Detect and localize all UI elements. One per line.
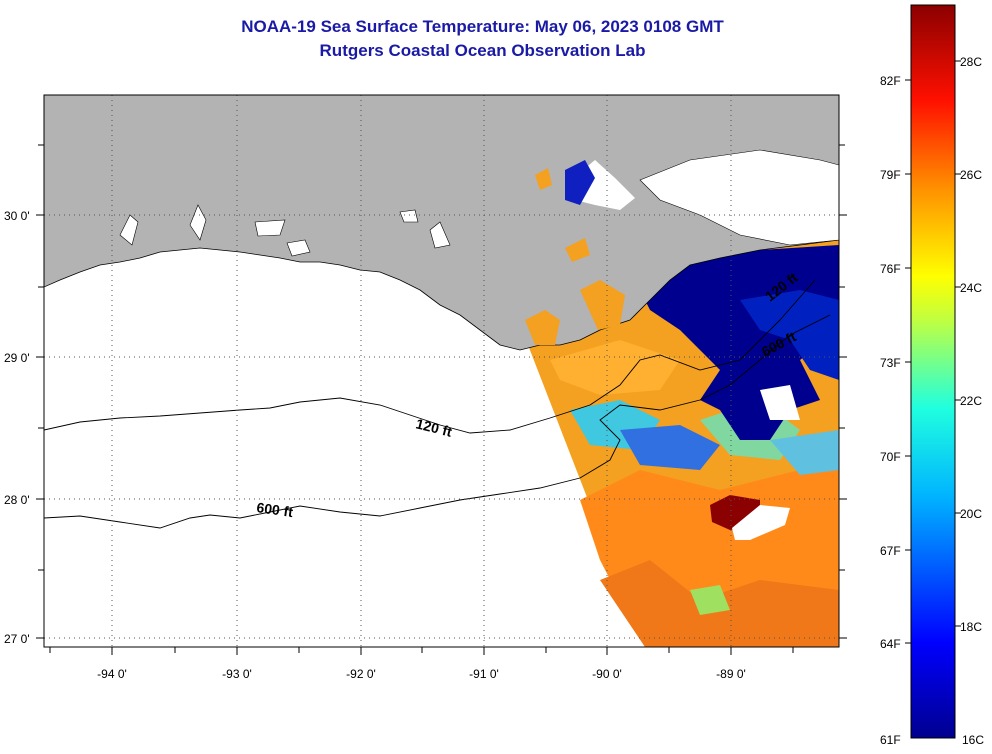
colorbar: [910, 4, 956, 739]
gridlines: [44, 95, 839, 647]
colorbar-c-label: 18C: [960, 620, 982, 634]
cool-water-region: [690, 585, 730, 615]
cool-water-region: [770, 430, 839, 475]
lat-label: 30 0': [4, 209, 30, 223]
lake: [119, 214, 139, 246]
lake: [189, 204, 207, 241]
isobath-120ft: [44, 279, 816, 434]
warm-water-region: [550, 340, 680, 395]
cloud-region: [639, 149, 839, 246]
colorbar-f-label: 67F: [880, 544, 901, 558]
cloud-region: [760, 385, 800, 420]
cool-water-region: [620, 425, 720, 470]
land-mass: [44, 95, 839, 351]
map-subtitle: Rutgers Coastal Ocean Observation Lab: [319, 41, 646, 60]
bay-sst: [535, 168, 552, 190]
lon-label: -93 0': [222, 667, 252, 681]
lat-label: 29 0': [4, 351, 30, 365]
lat-label: 28 0': [4, 493, 30, 507]
colorbar-c-label: 20C: [960, 507, 982, 521]
lon-label: -91 0': [469, 667, 499, 681]
lake: [286, 239, 311, 257]
lake: [429, 221, 451, 249]
map-frame: [43, 94, 840, 648]
isobath-label: 600 ft: [256, 499, 295, 520]
axis-ticks: [36, 144, 847, 655]
cloud-region: [732, 505, 790, 540]
colorbar-c-label: 26C: [960, 168, 982, 182]
colorbar-f-label: 76F: [880, 262, 901, 276]
lake: [399, 209, 419, 223]
bay-sst: [525, 310, 560, 345]
colorbar-f-label: 73F: [880, 356, 901, 370]
colorbar-c-label: 22C: [960, 394, 982, 408]
colorbar-f-label: 82F: [880, 74, 901, 88]
lat-label: 27 0': [4, 632, 30, 646]
colorbar-f-label: 70F: [880, 450, 901, 464]
lon-label: -92 0': [346, 667, 376, 681]
colorbar-f-label: 61F: [880, 733, 901, 747]
lon-label: -90 0': [592, 667, 622, 681]
bay-sst: [565, 160, 595, 205]
colorbar-c-label: 16C: [962, 733, 984, 747]
colorbar-f-label: 64F: [880, 637, 901, 651]
lon-label: -94 0': [97, 667, 127, 681]
colorbar-c-label: 28C: [960, 55, 982, 69]
bay-sst: [565, 238, 590, 262]
colorbar-c-label: 24C: [960, 281, 982, 295]
bay-sst: [580, 280, 625, 330]
lake: [254, 219, 286, 237]
map-title: NOAA-19 Sea Surface Temperature: May 06,…: [241, 17, 724, 36]
colorbar-f-label: 79F: [880, 168, 901, 182]
lon-label: -89 0': [716, 667, 746, 681]
isobath-600ft: [44, 314, 831, 529]
colorbar-ticks: [905, 60, 961, 644]
